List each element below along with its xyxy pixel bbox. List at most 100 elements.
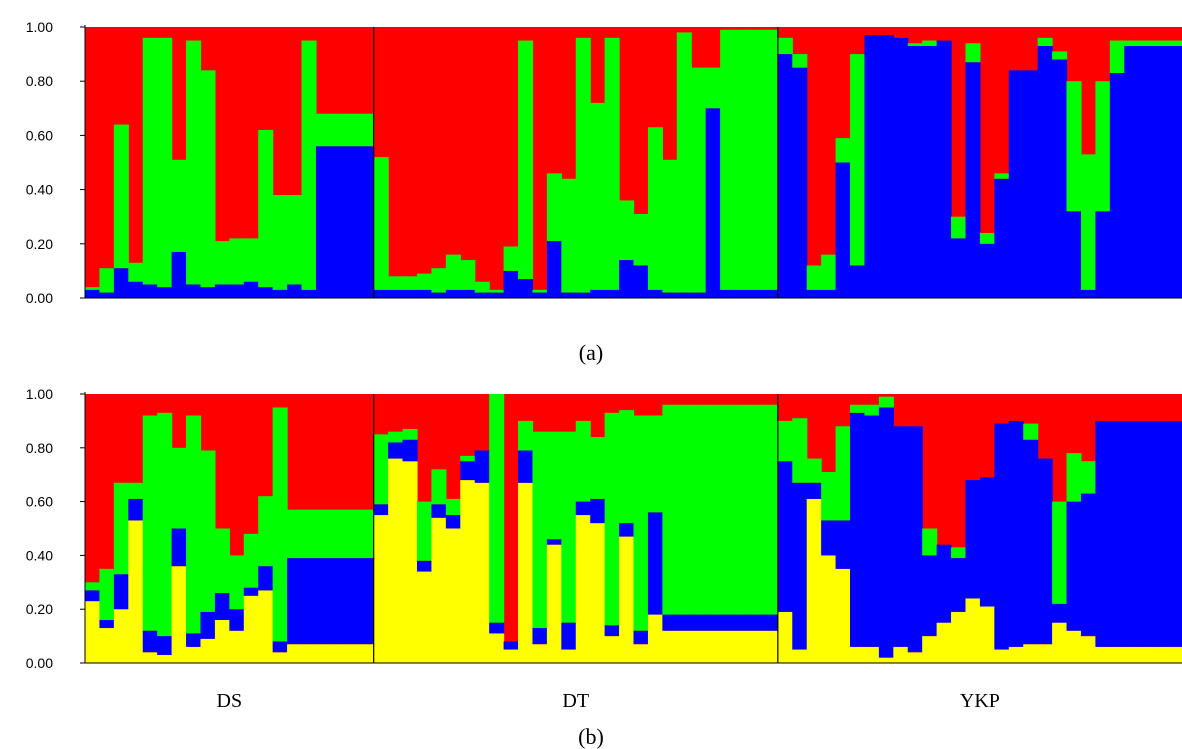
panel-a-bar-43-segment-0: [705, 108, 721, 298]
panel-a-bar-41-segment-0: [676, 292, 692, 298]
panel-b-bar-20-segment-2: [373, 434, 389, 505]
panel-b-bar-53-segment-1: [850, 412, 866, 647]
population-label-ykp: YKP: [960, 690, 1000, 712]
panel-b-bar-60-segment-2: [951, 547, 967, 559]
panel-a-y-tick-label-0: 0.00: [26, 290, 53, 306]
panel-b-bar-5-segment-1: [157, 636, 173, 655]
panel-b-bar-37-segment-2: [619, 410, 635, 524]
panel-a-bar-15-segment-0: [301, 289, 317, 298]
panel-b-bar-59-segment-1: [936, 544, 952, 623]
panel-a-bar-64-segment-0: [1008, 70, 1024, 298]
panel-a-bar-39-segment-0: [647, 289, 663, 298]
panel-a-bar-33-segment-0: [561, 292, 577, 298]
panel-b-bar-69-segment-0: [1080, 636, 1096, 663]
panel-a-bar-29-segment-0: [503, 270, 519, 298]
panel-b-bar-67-segment-1: [1052, 603, 1068, 623]
panel-b-bar-8-segment-2: [200, 450, 216, 612]
panel-a-bar-56-segment-0: [893, 37, 909, 299]
panel-a-bar-5-segment-0: [157, 287, 173, 298]
panel-a-bar-10-segment-1: [229, 238, 245, 285]
panel-b-bar-67-segment-0: [1052, 622, 1068, 663]
panel-b-bar-58-segment-0: [922, 636, 938, 663]
panel-a-bar-30-segment-1: [518, 40, 534, 280]
panel-b-bar-72-segment-1: [1124, 420, 1140, 647]
panel-b-bar-24-segment-0: [431, 517, 447, 663]
panel-b-bar-33-segment-0: [561, 649, 577, 663]
panel-b-bar-17-segment-2: [330, 509, 346, 559]
panel-b-bar-45-segment-2: [734, 404, 750, 615]
panel-b-bar-45-segment-1: [734, 614, 750, 631]
panel-b-bar-7-segment-0: [186, 646, 202, 663]
panel-b-bar-52-segment-2: [835, 426, 851, 521]
panel-b-bar-4-segment-1: [142, 630, 158, 653]
panel-b-bar-6-segment-1: [171, 528, 187, 567]
panel-b-bar-48-segment-0: [777, 611, 793, 663]
panel-b-bar-46-segment-1: [748, 614, 764, 631]
panel-a-bar-21-segment-0: [388, 289, 404, 298]
panel-a-bar-47-segment-0: [763, 289, 779, 298]
panel-b-bar-39-segment-0: [647, 614, 663, 663]
panel-b-bar-14-segment-0: [287, 644, 303, 663]
panel-b-bar-16-segment-0: [315, 644, 331, 663]
panel-a-y-tick-label-2: 0.40: [26, 182, 53, 198]
panel-a-bar-57-segment-1: [907, 43, 923, 46]
panel-a-label: (a): [579, 340, 603, 365]
panel-a-bar-33-segment-1: [561, 178, 577, 293]
panel-b-bar-12-segment-2: [258, 496, 274, 567]
panel-b-bar-56-segment-1: [893, 426, 909, 647]
panel-b-bar-65-segment-1: [1023, 439, 1039, 645]
panel-b-bar-64-segment-0: [1008, 646, 1024, 663]
panel-b-bar-31-segment-1: [532, 628, 548, 645]
panel-a-bar-12-segment-0: [258, 287, 274, 298]
panel-a-bar-0-segment-0: [85, 289, 101, 298]
panel-b-bar-35-segment-1: [590, 498, 606, 524]
panel-b-bar-4-segment-0: [142, 652, 158, 663]
panel-a-bar-2-segment-0: [113, 268, 129, 298]
panel-a-y-tick-label-3: 0.60: [26, 127, 53, 143]
panel-b-bar-47-segment-1: [763, 614, 779, 631]
panel-b-bar-41-segment-2: [676, 404, 692, 615]
panel-b-bar-12-segment-1: [258, 566, 274, 591]
panel-a-bar-68-segment-0: [1066, 211, 1082, 298]
panel-b-bar-28-segment-2: [489, 394, 505, 623]
panel-b-bar-42-segment-1: [691, 614, 707, 631]
panel-a-bar-17-segment-0: [330, 146, 346, 298]
panel-a-bar-34-segment-0: [575, 292, 591, 298]
panel-a-bar-50-segment-0: [806, 289, 822, 298]
panel-b-bar-52-segment-0: [835, 568, 851, 663]
panel-b-bar-34-segment-1: [575, 501, 591, 516]
panel-b-bar-48-segment-1: [777, 461, 793, 612]
panel-b-bar-71-segment-1: [1109, 420, 1125, 647]
panel-b-bar-26-segment-1: [460, 461, 476, 481]
panel-a-bar-42-segment-0: [691, 292, 707, 298]
panel-b-bar-44-segment-1: [720, 614, 736, 631]
panel-b-bar-26-segment-0: [460, 480, 476, 663]
panel-b-bar-44-segment-0: [720, 630, 736, 663]
panel-b-label: (b): [578, 724, 604, 749]
panel-b-bar-70-segment-0: [1095, 646, 1111, 663]
panel-a-bar-40-segment-0: [662, 292, 678, 298]
panel-b-bar-13-segment-2: [272, 407, 288, 642]
panel-b-bar-56-segment-0: [893, 646, 909, 663]
panel-a-bar-19-segment-0: [359, 146, 375, 298]
panel-a-bar-3-segment-1: [128, 262, 144, 282]
panel-b-bar-36-segment-1: [604, 625, 620, 637]
panel-a-bar-1-segment-0: [99, 292, 115, 298]
panel-b-bar-12-segment-0: [258, 590, 274, 663]
panel-a-bar-51-segment-1: [821, 254, 837, 290]
panel-b-bar-16-segment-2: [315, 509, 331, 559]
panel-a-bar-63-segment-0: [994, 178, 1010, 298]
panel-b-bar-3-segment-1: [128, 498, 144, 521]
panel-a-bar-58-segment-1: [922, 40, 938, 46]
panel-b-bar-25-segment-0: [445, 528, 461, 663]
panel-a-bar-68-segment-1: [1066, 81, 1082, 212]
panel-a-bar-35-segment-1: [590, 102, 606, 290]
panel-b-bar-39-segment-1: [647, 512, 663, 615]
panel-b-bar-75-segment-1: [1167, 420, 1182, 647]
panel-a-bar-24-segment-0: [431, 292, 447, 298]
panel-b-bar-13-segment-0: [272, 652, 288, 663]
panel-a-bar-62-segment-0: [979, 243, 995, 298]
panel-a-bar-14-segment-0: [287, 284, 303, 298]
panel-b-bar-34-segment-2: [575, 420, 591, 502]
panel-b-bar-43-segment-1: [705, 614, 721, 631]
